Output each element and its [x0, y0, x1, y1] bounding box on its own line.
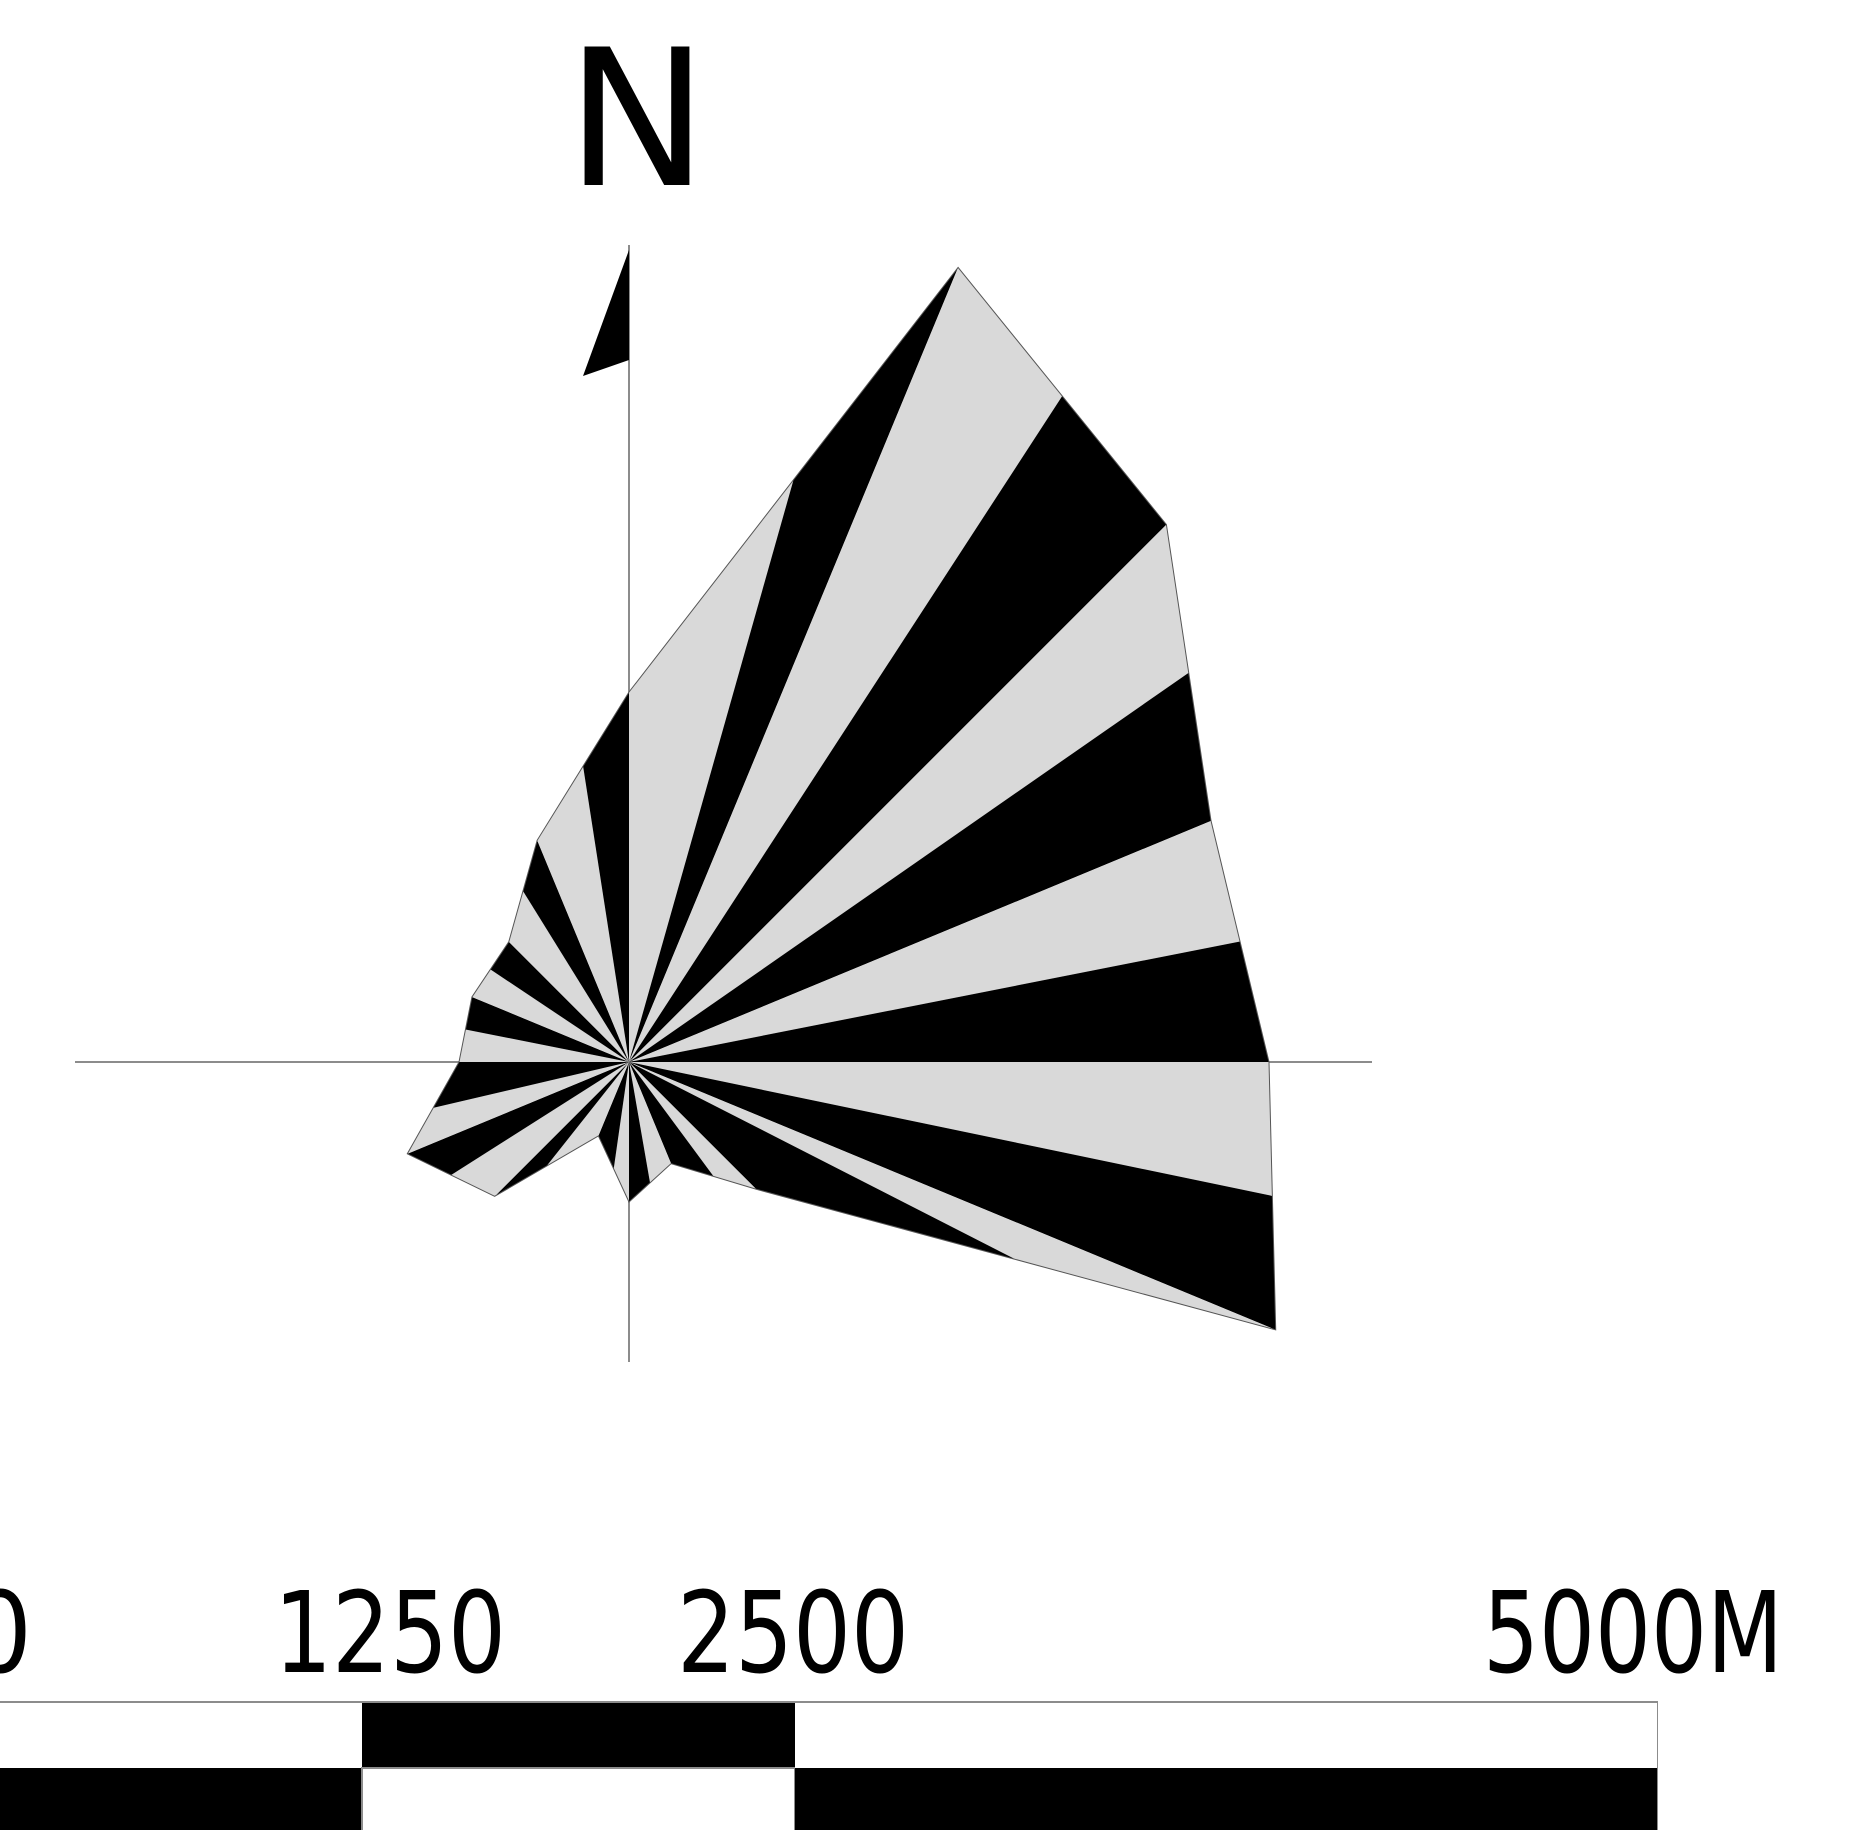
wedge-w-a [459, 1029, 629, 1062]
wedge-nne-b [629, 396, 1167, 1062]
wedge-wsw-b [433, 1062, 629, 1108]
wedge-sse-a [629, 1062, 672, 1183]
wedge-nnw-b [583, 692, 629, 1062]
scale-seg-1-bottom [361, 1767, 796, 1830]
wedge-sw-a [450, 1062, 629, 1197]
wind-rose-outline [406, 266, 1277, 1331]
wedge-ne-b [629, 672, 1212, 1062]
scale-label-0: 0 [0, 1569, 32, 1699]
wedge-n-b [629, 267, 959, 1062]
scale-label-1250: 1250 [274, 1569, 506, 1699]
wedge-nne-a [629, 267, 1063, 1062]
wedge-sse-b [629, 1062, 651, 1202]
wedge-ssw-a [546, 1062, 629, 1167]
wedge-ese-b [629, 1062, 1016, 1260]
wedge-s-b [598, 1062, 629, 1169]
scale-seg-2-top [795, 1702, 1657, 1768]
wedge-nw-a [508, 891, 629, 1062]
wedge-wsw-a [407, 1062, 629, 1154]
wind-rose-wedges [406, 266, 1277, 1331]
wedge-nw-b [522, 840, 629, 1062]
scale-bar: 0 1250 2500 5000M [0, 1569, 1783, 1830]
wedge-wnw-a [471, 969, 629, 1062]
north-arrow-icon [583, 250, 629, 376]
scale-seg-0-bottom [0, 1768, 362, 1830]
scale-seg-0-top [0, 1702, 362, 1768]
wedge-wnw-b [490, 941, 629, 1062]
wedge-n-a [629, 479, 794, 1062]
north-label: N [566, 9, 708, 230]
wedge-sw-b [407, 1062, 629, 1176]
wedge-ssw-b [494, 1062, 629, 1197]
wedge-ene-b [629, 941, 1269, 1062]
scale-label-5000m: 5000M [1483, 1569, 1783, 1699]
wedge-se-b [629, 1062, 714, 1177]
wedge-ese-a [629, 1062, 1276, 1330]
wedge-ene-a [629, 820, 1241, 1062]
scale-seg-1-top [362, 1702, 795, 1768]
scale-label-2500: 2500 [677, 1569, 909, 1699]
wedge-ne-a [629, 524, 1189, 1062]
wedge-w-b [465, 996, 629, 1062]
wedge-nnw-a [537, 766, 629, 1062]
wedge-se-a [629, 1062, 757, 1190]
scale-seg-2-bottom [795, 1768, 1657, 1830]
wedge-s-a [613, 1062, 629, 1202]
